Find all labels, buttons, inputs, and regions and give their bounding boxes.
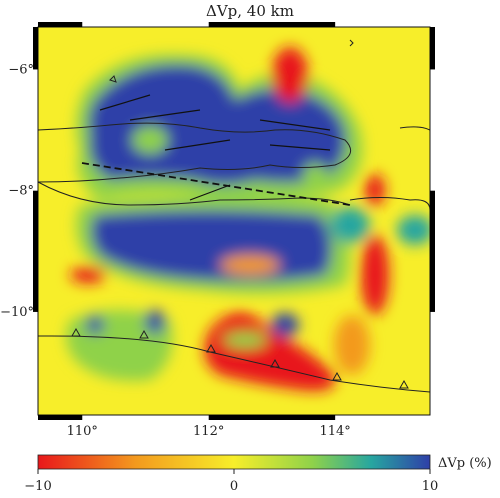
- lon-tick-label: 110°: [67, 424, 98, 439]
- colorbar-tick-label: −10: [24, 479, 51, 494]
- trench-markers: [71, 327, 409, 389]
- colorbar-ticks: −10 0 10: [24, 469, 438, 494]
- axis-ticks: −6° −8° −10° 110° 112° 114°: [0, 62, 351, 439]
- frame-segment: [33, 190, 38, 312]
- map-border-segments: [33, 22, 435, 420]
- frame-segment: [430, 190, 435, 312]
- lat-tick-label: −10°: [0, 305, 34, 320]
- frame-segment: [33, 27, 38, 70]
- map-title: ΔVp, 40 km: [206, 2, 294, 20]
- frame-segment: [430, 27, 435, 70]
- lon-tick-label: 112°: [193, 424, 224, 439]
- frame-segment: [208, 22, 336, 27]
- colorbar-tick-label: 10: [422, 479, 439, 494]
- frame-segment: [38, 22, 83, 27]
- lat-tick-label: −6°: [8, 62, 34, 77]
- frame-segment: [208, 415, 336, 420]
- colorbar-tick-label: 0: [230, 479, 238, 494]
- frame-segment: [38, 415, 83, 420]
- colorbar: [37, 454, 431, 470]
- colorbar-label: ΔVp (%): [438, 456, 492, 471]
- trench-line: [38, 335, 430, 393]
- lon-tick-label: 114°: [319, 424, 350, 439]
- lat-tick-label: −8°: [8, 184, 34, 199]
- thrust-fault-dashed: [81, 162, 351, 206]
- fault-lines: [99, 94, 331, 201]
